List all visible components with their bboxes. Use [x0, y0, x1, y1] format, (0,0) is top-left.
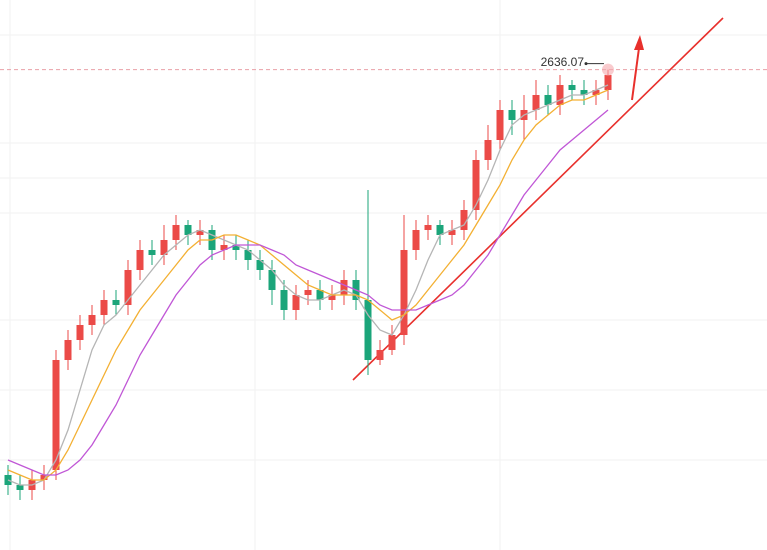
candle-body	[448, 230, 456, 235]
candle-body	[364, 300, 372, 360]
max-glow	[602, 63, 614, 76]
candle-body	[64, 340, 72, 360]
candle-body	[508, 110, 516, 120]
candle-body	[184, 225, 192, 235]
candle-body	[604, 75, 612, 90]
candle-body	[256, 260, 264, 270]
candle-body	[100, 300, 108, 315]
candle-body	[232, 245, 240, 250]
candle-body	[340, 280, 348, 295]
candle-body	[16, 485, 24, 490]
trend-arrow	[631, 47, 640, 101]
candle-body	[76, 325, 84, 340]
moving-average	[7, 84, 609, 486]
candle-body	[280, 290, 288, 310]
candle-body	[376, 350, 384, 360]
candle-body	[304, 290, 312, 295]
candle-body	[136, 250, 144, 270]
trend-line	[352, 17, 724, 381]
candle-body	[196, 230, 204, 235]
candle-body	[484, 140, 492, 160]
max-label: 2636.07	[541, 55, 585, 69]
candle-body	[568, 85, 576, 90]
moving-average	[7, 109, 609, 476]
candle-body	[400, 250, 408, 335]
candle-body	[112, 300, 120, 305]
candle-body	[220, 245, 228, 250]
candle-body	[424, 225, 432, 230]
candle-body	[580, 90, 588, 95]
trend-arrow-head	[634, 35, 644, 50]
candle-body	[592, 90, 600, 95]
candle-body	[460, 210, 468, 230]
candle-body	[388, 335, 396, 350]
candle-body	[268, 270, 276, 290]
candle-body	[148, 250, 156, 255]
candle-body	[496, 110, 504, 140]
candle-body	[244, 250, 252, 260]
candle-body	[316, 290, 324, 300]
candle-body	[292, 295, 300, 310]
candle-body	[436, 225, 444, 235]
candle-body	[328, 295, 336, 300]
candle-body	[40, 475, 48, 480]
candle-body	[532, 95, 540, 110]
moving-average	[7, 89, 609, 481]
candle-body	[172, 225, 180, 240]
candle-body	[124, 270, 132, 305]
candle-body	[544, 95, 552, 105]
candle-body	[472, 160, 480, 210]
candle-body	[412, 230, 420, 250]
max-pointer-dot	[584, 62, 588, 66]
candle-body	[556, 85, 564, 105]
candle-body	[160, 240, 168, 255]
candle-body	[52, 360, 60, 470]
candle-body	[88, 315, 96, 325]
